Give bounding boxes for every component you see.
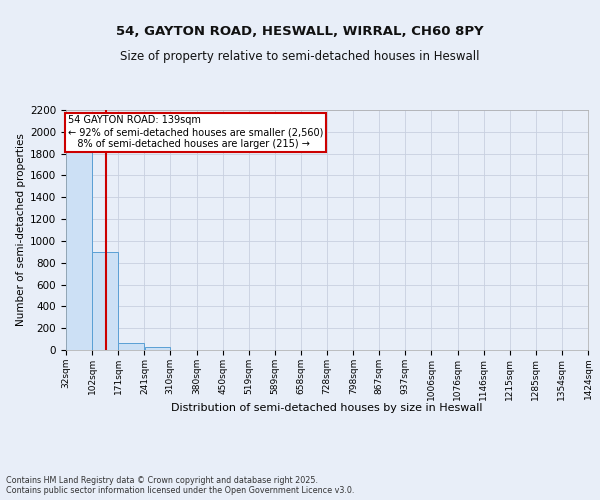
Bar [66, 132, 92, 350]
Text: 54, GAYTON ROAD, HESWALL, WIRRAL, CH60 8PY: 54, GAYTON ROAD, HESWALL, WIRRAL, CH60 8… [116, 25, 484, 38]
Text: 54 GAYTON ROAD: 139sqm
← 92% of semi-detached houses are smaller (2,560)
   8% o: 54 GAYTON ROAD: 139sqm ← 92% of semi-det… [68, 116, 323, 148]
Bar [92, 252, 118, 350]
Text: Contains HM Land Registry data © Crown copyright and database right 2025.
Contai: Contains HM Land Registry data © Crown c… [6, 476, 355, 495]
Bar [145, 346, 170, 350]
Text: Size of property relative to semi-detached houses in Heswall: Size of property relative to semi-detach… [120, 50, 480, 63]
Bar [118, 344, 144, 350]
X-axis label: Distribution of semi-detached houses by size in Heswall: Distribution of semi-detached houses by … [171, 402, 483, 412]
Y-axis label: Number of semi-detached properties: Number of semi-detached properties [16, 134, 26, 326]
